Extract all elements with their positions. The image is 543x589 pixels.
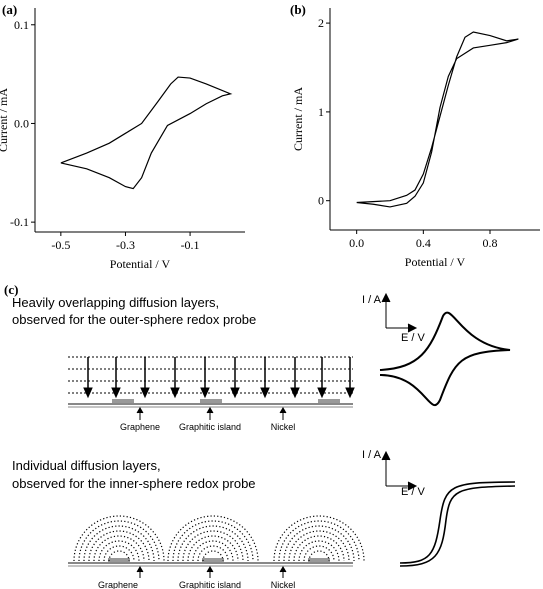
diffusion-hemisphere [93, 535, 145, 562]
diffusion-hemisphere [182, 530, 244, 562]
diffusion-hemisphere [303, 545, 335, 562]
flux-arrow-head [260, 387, 270, 399]
diffusion-hemisphere [103, 545, 135, 562]
diffusion-hemisphere [98, 540, 140, 562]
diffusion-diagram [68, 356, 355, 420]
flux-arrow-head [83, 387, 93, 399]
x-tick-label: 0.8 [483, 236, 498, 250]
y-axis-title: Current / mA [291, 87, 305, 151]
x-tick-label: -0.3 [116, 238, 135, 252]
diffusion-hemisphere [73, 515, 165, 562]
x-tick-label: 0.0 [349, 236, 364, 250]
diffusion-hemisphere [177, 525, 249, 562]
diffusion-hemisphere [187, 535, 239, 562]
y-tick-label: 2 [318, 16, 324, 30]
x-tick-label: 0.4 [416, 236, 431, 250]
cv-sketch [379, 292, 511, 407]
diffusion-hemisphere [167, 515, 259, 562]
diffusion-hemisphere [108, 550, 130, 562]
flux-arrow-head [170, 387, 180, 399]
diffusion-diagram [68, 515, 365, 578]
diffusion-hemisphere [278, 520, 360, 562]
diagram-title: observed for the inner-sphere redox prob… [12, 476, 256, 491]
diagram-label: Nickel [271, 580, 296, 589]
data-line [60, 76, 233, 190]
diagram-title: observed for the outer-sphere redox prob… [12, 312, 256, 327]
flux-arrow-head [140, 387, 150, 399]
axis-label: I / A [362, 449, 382, 461]
panel-label: (c) [4, 282, 18, 297]
diffusion-hemisphere [78, 520, 160, 562]
panel-label: (b) [290, 2, 306, 17]
y-tick-label: 0.1 [14, 18, 29, 32]
diagram-label: Nickel [271, 422, 296, 432]
diagram-title: Individual diffusion layers, [12, 458, 161, 473]
x-tick-label: -0.1 [181, 238, 200, 252]
diagram-label: Graphene [98, 580, 138, 589]
flux-arrow-head [230, 387, 240, 399]
diffusion-hemisphere [197, 545, 229, 562]
diffusion-hemisphere [192, 540, 234, 562]
x-tick-label: -0.5 [51, 238, 70, 252]
diffusion-hemisphere [202, 550, 224, 562]
diffusion-hemisphere [83, 525, 155, 562]
flux-arrow-head [345, 387, 355, 399]
diagram-label: Graphene [120, 422, 160, 432]
diagram-label: Graphitic island [179, 580, 241, 589]
diffusion-hemisphere [308, 550, 330, 562]
diffusion-hemisphere [288, 530, 350, 562]
x-axis-title: Potential / V [405, 255, 466, 269]
diffusion-hemisphere [293, 535, 345, 562]
y-tick-label: 0.0 [14, 116, 29, 130]
diagram-label: Graphitic island [179, 422, 241, 432]
y-tick-label: 0 [318, 194, 324, 208]
flux-arrow-head [111, 387, 121, 399]
sigmoid-sketch [381, 450, 516, 567]
axis-label: E / V [401, 332, 426, 344]
diagram-title: Heavily overlapping diffusion layers, [12, 295, 219, 310]
flux-arrow-head [317, 387, 327, 399]
x-axis-title: Potential / V [110, 257, 171, 271]
y-axis-title: Current / mA [0, 88, 10, 152]
panel-label: (a) [2, 2, 17, 17]
diffusion-hemisphere [298, 540, 340, 562]
data-line [356, 31, 519, 208]
flux-arrow-head [200, 387, 210, 399]
y-tick-label: -0.1 [10, 215, 29, 229]
y-tick-label: 1 [318, 105, 324, 119]
axis-label: I / A [362, 294, 382, 306]
diffusion-hemisphere [273, 515, 365, 562]
flux-arrow-head [290, 387, 300, 399]
axis-label: E / V [401, 486, 426, 498]
diffusion-hemisphere [283, 525, 355, 562]
diffusion-hemisphere [88, 530, 150, 562]
diffusion-hemisphere [172, 520, 254, 562]
